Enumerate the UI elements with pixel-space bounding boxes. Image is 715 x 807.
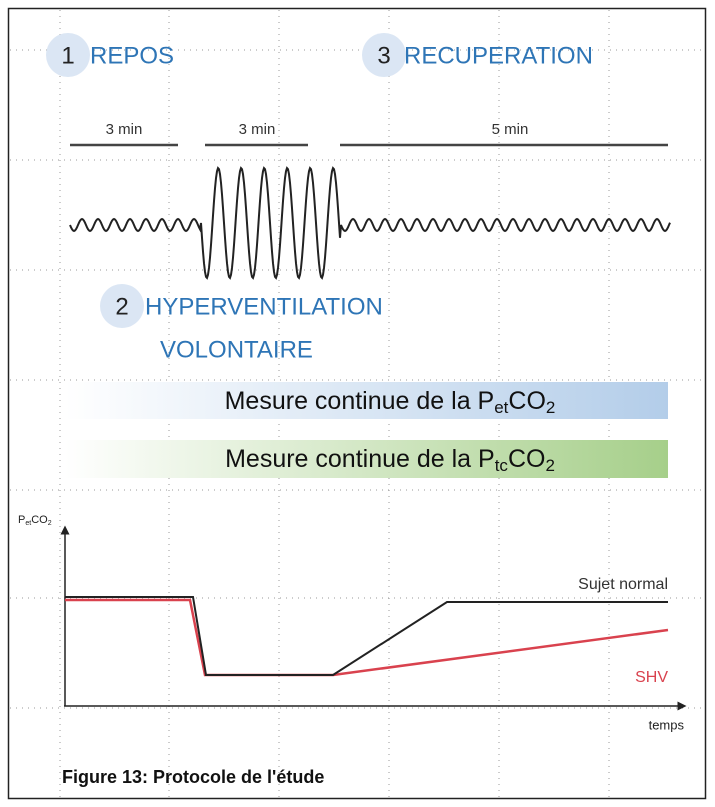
- measure-text: Mesure continue de la PtcCO2: [225, 445, 555, 476]
- caption: Figure 13: Protocole de l'étude: [62, 767, 324, 787]
- curve-label: Sujet normal: [578, 576, 668, 593]
- step-label: RECUPERATION: [404, 42, 593, 69]
- step-number: 1: [61, 42, 74, 69]
- curve-normal: [65, 596, 668, 676]
- step-number: 2: [115, 293, 128, 320]
- step-label: HYPERVENTILATION: [145, 293, 383, 320]
- breathing-wave: [69, 166, 671, 280]
- step-label: REPOS: [90, 42, 174, 69]
- measure-bar: [65, 440, 668, 478]
- duration: 5 min: [492, 121, 529, 138]
- measure-bar: [65, 382, 668, 419]
- graph-axes: [60, 525, 687, 711]
- curve-label: SHV: [635, 669, 668, 686]
- step-number: 3: [377, 42, 390, 69]
- duration: 3 min: [239, 121, 276, 138]
- x-axis-label: temps: [649, 717, 685, 732]
- step-badge: [362, 33, 406, 77]
- step-badge: [100, 284, 144, 328]
- y-axis-label: PetCO2: [18, 514, 52, 527]
- step-label: VOLONTAIRE: [160, 336, 313, 363]
- measure-text: Mesure continue de la PetCO2: [225, 387, 556, 418]
- step-badge: [46, 33, 90, 77]
- duration: 3 min: [106, 121, 143, 138]
